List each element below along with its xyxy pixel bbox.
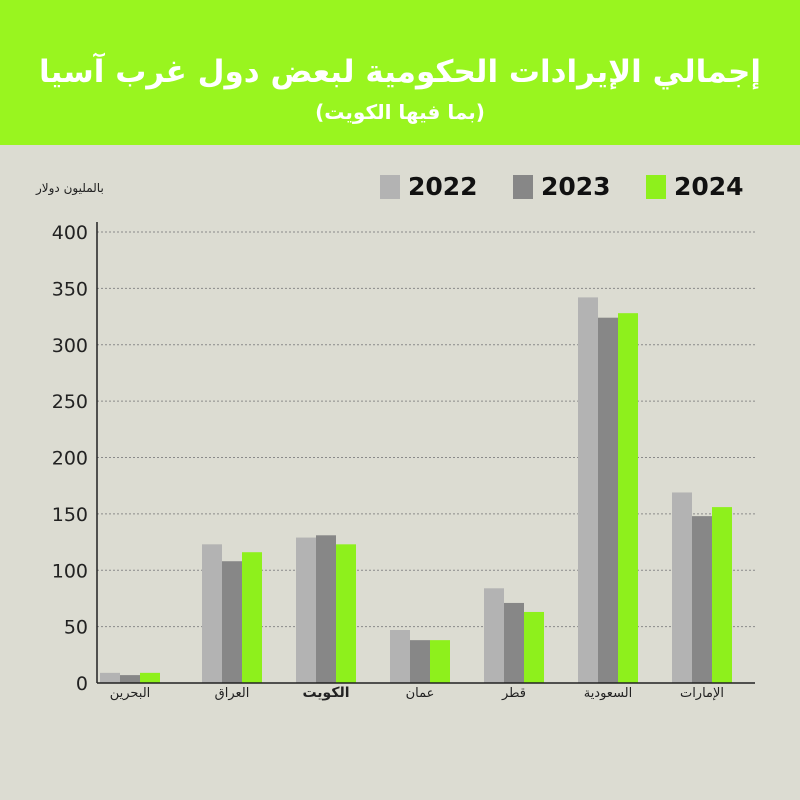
bar-2024-4 <box>524 611 544 683</box>
bar-2024-5 <box>618 313 638 683</box>
legend-label-2023: 2023 <box>541 172 611 201</box>
y-axis-unit-label: بالمليون دولار <box>36 181 104 195</box>
y-tick-label-300: 300 <box>52 335 88 357</box>
bar-2022-6 <box>672 492 692 683</box>
x-category-label-1: العراق <box>215 686 250 701</box>
bar-2022-2 <box>296 537 316 683</box>
title-banner <box>0 0 800 145</box>
legend-label-2024: 2024 <box>674 172 744 201</box>
bar-2022-1 <box>202 544 222 683</box>
y-tick-label-0: 0 <box>76 673 88 695</box>
bar-2023-0 <box>120 675 140 683</box>
bar-2022-3 <box>390 630 410 683</box>
bar-2024-0 <box>140 672 160 683</box>
chart-subtitle: (بما فيها الكويت) <box>315 100 485 124</box>
x-category-label-0: البحرين <box>110 686 151 701</box>
bar-2024-1 <box>242 552 262 683</box>
y-tick-label-400: 400 <box>52 222 88 244</box>
y-tick-label-250: 250 <box>52 391 88 413</box>
y-tick-label-200: 200 <box>52 448 88 470</box>
x-category-label-6: الإمارات <box>680 686 724 701</box>
chart-title: إجمالي الإيرادات الحكومية لبعض دول غرب آ… <box>39 54 761 90</box>
legend-swatch-2024 <box>646 175 666 199</box>
x-category-label-3: عمان <box>406 686 435 701</box>
y-tick-label-350: 350 <box>52 278 88 300</box>
y-tick-label-150: 150 <box>52 504 88 526</box>
bar-2022-5 <box>578 297 598 683</box>
y-tick-label-100: 100 <box>52 560 88 582</box>
y-tick-label-50: 50 <box>64 617 88 639</box>
bar-2023-1 <box>222 561 242 683</box>
bar-2024-6 <box>712 507 732 683</box>
bar-2023-3 <box>410 640 430 683</box>
bar-2023-4 <box>504 602 524 683</box>
bar-2023-6 <box>692 516 712 683</box>
legend-swatch-2023 <box>513 175 533 199</box>
bar-2024-3 <box>430 640 450 683</box>
bar-2023-5 <box>598 317 618 683</box>
x-category-label-4: قطر <box>501 686 526 701</box>
bar-2024-2 <box>336 544 356 683</box>
bar-2023-2 <box>316 535 336 683</box>
legend: 2022 2023 2024 <box>380 172 760 202</box>
x-category-label-2: الكويت <box>302 685 349 701</box>
x-category-label-5: السعودية <box>584 686 633 701</box>
bar-2022-4 <box>484 588 504 683</box>
legend-label-2022: 2022 <box>408 172 478 201</box>
legend-swatch-2022 <box>380 175 400 199</box>
bar-2022-0 <box>100 672 120 683</box>
